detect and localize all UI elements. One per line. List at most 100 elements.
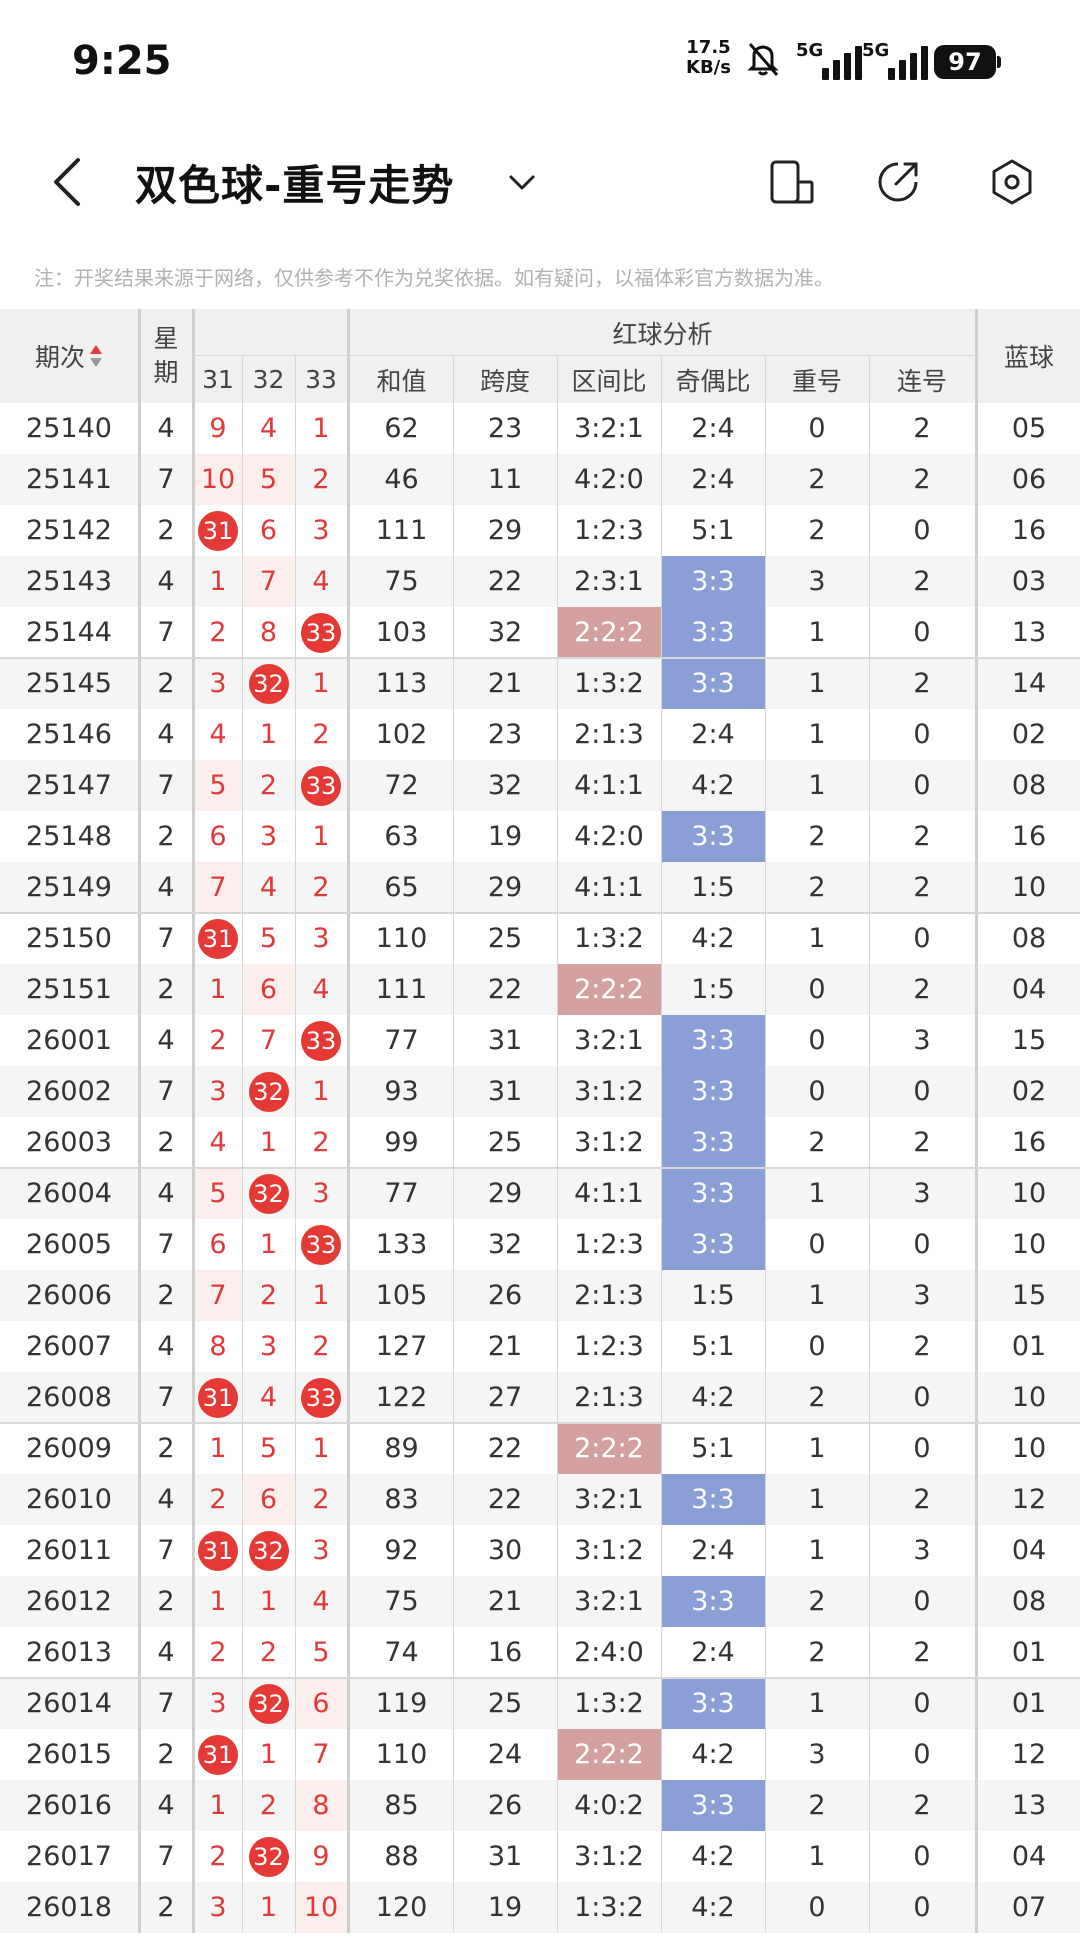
column-issue[interactable]: 期次: [0, 309, 138, 403]
signal-2: 5G: [862, 40, 932, 82]
cell-week: 7: [157, 1535, 175, 1566]
cell-zone-ratio: 3:1:2: [574, 1127, 644, 1158]
cell-repeat: 2: [808, 1790, 826, 1821]
cell-blue: 15: [1011, 1025, 1047, 1056]
cell-issue: 26012: [26, 1586, 112, 1617]
cell-33: 2: [312, 1484, 330, 1515]
cell-zone-ratio: 1:3:2: [574, 1892, 644, 1923]
cell-odd-even: 3:3: [661, 607, 765, 658]
cell-consecutive: 2: [913, 1790, 931, 1821]
cell-week: 7: [157, 617, 175, 648]
cell-blue: 08: [1011, 923, 1047, 954]
table-row: 25143 4 1 7 4 75 22 2:3:1 3:3 3 2 03: [0, 556, 1080, 607]
cell-odd-even: 3:3: [661, 1576, 765, 1627]
row-group-divider: [0, 1167, 1080, 1169]
cell-zone-ratio: 2:2:2: [557, 607, 661, 658]
cell-week: 2: [157, 1280, 175, 1311]
battery-icon: 97: [934, 45, 996, 79]
column-sum: 和值: [376, 366, 427, 396]
cell-span: 19: [487, 821, 523, 852]
cell-blue: 04: [1011, 974, 1047, 1005]
cell-31: 3: [209, 1688, 227, 1719]
cell-repeat: 0: [808, 974, 826, 1005]
back-arrow-icon[interactable]: [48, 156, 88, 208]
status-time: 9:25: [72, 38, 172, 84]
page-title[interactable]: 双色球-重号走势: [135, 161, 455, 210]
cell-week: 4: [157, 413, 175, 444]
cell-week: 2: [157, 1892, 175, 1923]
table-row: 26002 7 3 32 1 93 31 3:1:2 3:3 0 0 02: [0, 1066, 1080, 1117]
cell-week: 4: [157, 1331, 175, 1362]
cell-31: 1: [209, 1586, 227, 1617]
cell-zone-ratio: 4:2:0: [574, 464, 644, 495]
cell-repeat: 1: [808, 770, 826, 801]
cell-sum: 111: [375, 974, 428, 1005]
cell-repeat: 1: [808, 1433, 826, 1464]
cell-issue: 25146: [26, 719, 112, 750]
column-33: 33: [305, 365, 337, 394]
cell-issue: 26010: [26, 1484, 112, 1515]
cell-zone-ratio: 3:1:2: [574, 1841, 644, 1872]
table-row: 26009 2 1 5 1 89 22 2:2:2 5:1 1 0 10: [0, 1423, 1080, 1474]
cell-32: 5: [242, 454, 295, 505]
cell-consecutive: 3: [913, 1178, 931, 1209]
cell-zone-ratio: 2:2:2: [557, 1423, 661, 1474]
cell-odd-even: 3:3: [661, 811, 765, 862]
cell-blue: 16: [1011, 515, 1047, 546]
cell-issue: 26018: [26, 1892, 112, 1923]
table-row: 25140 4 9 4 1 62 23 3:2:1 2:4 0 2 05: [0, 403, 1080, 454]
table-row: 25141 7 10 5 2 46 11 4:2:0 2:4 2 2 06: [0, 454, 1080, 505]
cell-zone-ratio: 1:3:2: [574, 668, 644, 699]
table-row: 25151 2 1 6 4 111 22 2:2:2 1:5 0 2 04: [0, 964, 1080, 1015]
red-ball: 33: [301, 1377, 341, 1418]
cell-blue: 10: [1011, 1382, 1047, 1413]
chevron-down-icon[interactable]: [506, 166, 538, 198]
signal-1-bars-icon: [822, 46, 866, 80]
cell-zone-ratio: 2:2:2: [557, 1729, 661, 1780]
cell-zone-ratio: 3:2:1: [574, 1025, 644, 1056]
rotate-screen-icon[interactable]: [766, 156, 818, 208]
column-divider: [192, 309, 195, 1933]
cell-33: 3: [312, 1535, 330, 1566]
cell-issue: 26008: [26, 1382, 112, 1413]
cell-33: 1: [312, 1280, 330, 1311]
cell-span: 23: [487, 413, 523, 444]
cell-zone-ratio: 1:2:3: [574, 1229, 644, 1260]
cell-33: 7: [312, 1739, 330, 1770]
cell-32: 4: [259, 872, 278, 903]
sort-icon[interactable]: [89, 342, 103, 370]
cell-sum: 63: [384, 821, 419, 852]
cell-span: 24: [487, 1739, 523, 1770]
table-row: 25146 4 4 1 2 102 23 2:1:3 2:4 1 0 02: [0, 709, 1080, 760]
share-icon[interactable]: [872, 156, 924, 208]
red-ball: 31: [198, 1530, 238, 1571]
settings-icon[interactable]: [986, 156, 1038, 208]
cell-zone-ratio: 1:2:3: [574, 515, 644, 546]
column-31: 31: [202, 365, 234, 394]
cell-blue: 14: [1011, 668, 1047, 699]
cell-repeat: 0: [808, 1331, 826, 1362]
cell-31: 3: [209, 1892, 227, 1923]
cell-sum: 120: [375, 1892, 428, 1923]
cell-32: 1: [259, 1127, 278, 1158]
cell-31: 5: [194, 1168, 242, 1219]
red-ball: 32: [248, 1173, 289, 1214]
cell-span: 30: [487, 1535, 523, 1566]
cell-odd-even: 1:5: [691, 872, 735, 903]
cell-issue: 26016: [26, 1790, 112, 1821]
cell-31: 1: [209, 974, 227, 1005]
cell-issue: 25142: [26, 515, 112, 546]
cell-span: 31: [487, 1841, 523, 1872]
cell-blue: 16: [1011, 821, 1047, 852]
cell-span: 22: [487, 974, 523, 1005]
cell-week: 4: [157, 566, 175, 597]
red-ball: 32: [248, 1683, 289, 1724]
cell-odd-even: 4:2: [691, 923, 735, 954]
cell-32: 1: [259, 719, 278, 750]
cell-issue: 25150: [26, 923, 112, 954]
cell-31: 4: [209, 719, 227, 750]
column-group-red-analysis: 红球分析: [612, 319, 713, 349]
cell-consecutive: 0: [913, 1433, 931, 1464]
cell-31: 5: [194, 760, 242, 811]
cell-33: 3: [312, 923, 330, 954]
